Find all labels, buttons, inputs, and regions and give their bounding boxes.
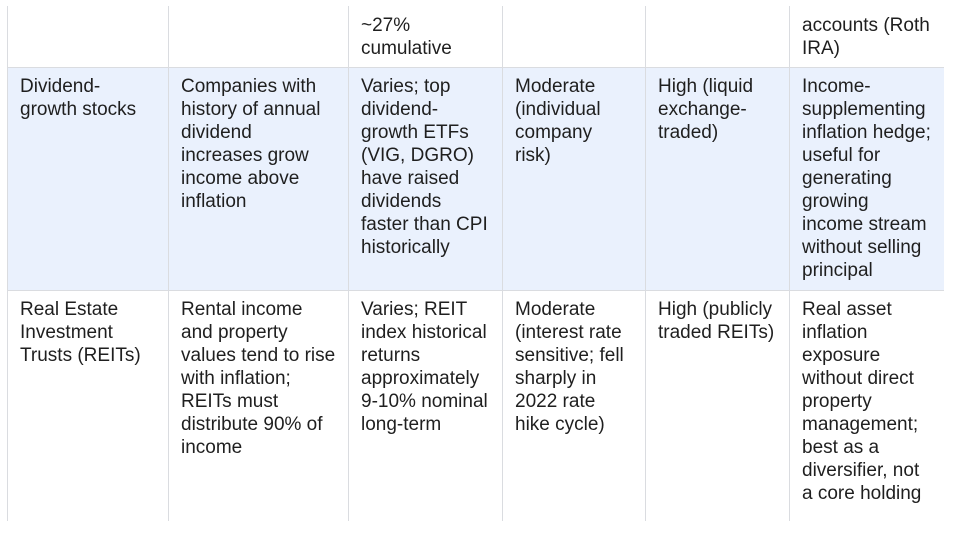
cell-text: Income-supplementing inflation hedge; us… [802, 76, 931, 281]
cell-text: High (liquid exchange-traded) [658, 76, 754, 143]
table-cell: Rental income and property values tend t… [168, 290, 349, 521]
table-row: Real Estate Investment Trusts (REITs) Re… [7, 290, 945, 521]
cell-text: Rental income and property values tend t… [181, 299, 336, 458]
cell-text: Varies; top dividend-growth ETFs (VIG, D… [361, 76, 488, 258]
table-cell: Companies with history of annual dividen… [168, 67, 349, 291]
cell-text: High (publicly traded REITs) [658, 299, 775, 343]
table-row: Dividend-growth stocks Companies with hi… [7, 67, 945, 291]
table-cell: Moderate (individual company risk) [502, 67, 646, 291]
table-cell: Dividend-growth stocks [7, 67, 169, 291]
table-cell: Real asset inflation exposure without di… [789, 290, 945, 521]
cell-text: Moderate (individual company risk) [515, 76, 601, 166]
cell-text: Real asset inflation exposure without di… [802, 299, 922, 504]
cell-text: Real Estate Investment Trusts (REITs) [20, 299, 141, 366]
table-cell: Moderate (interest rate sensitive; fell … [502, 290, 646, 521]
table-cell: High (liquid exchange-traded) [645, 67, 790, 291]
table-cell: Income-supplementing inflation hedge; us… [789, 67, 945, 291]
cell-text: Moderate (interest rate sensitive; fell … [515, 299, 624, 435]
table-cell [502, 6, 646, 68]
table-cell: ~27% cumulative [348, 6, 503, 68]
cell-text: ~27% cumulative [361, 15, 452, 59]
table-cell: High (publicly traded REITs) [645, 290, 790, 521]
cell-text: accounts (Roth IRA) [802, 15, 930, 59]
cell-text: Dividend-growth stocks [20, 76, 137, 120]
cell-text: Varies; REIT index historical returns ap… [361, 299, 488, 435]
table-cell [7, 6, 169, 68]
table-cell [168, 6, 349, 68]
page-margin [944, 0, 955, 535]
table-cell: Real Estate Investment Trusts (REITs) [7, 290, 169, 521]
table-cell: Varies; top dividend-growth ETFs (VIG, D… [348, 67, 503, 291]
inflation-hedge-table: ~27% cumulative accounts (Roth IRA) Divi… [7, 6, 945, 521]
table-cell [645, 6, 790, 68]
table-row: ~27% cumulative accounts (Roth IRA) [7, 6, 945, 68]
table-cell: Varies; REIT index historical returns ap… [348, 290, 503, 521]
table-cell: accounts (Roth IRA) [789, 6, 945, 68]
cell-text: Companies with history of annual dividen… [181, 76, 321, 212]
